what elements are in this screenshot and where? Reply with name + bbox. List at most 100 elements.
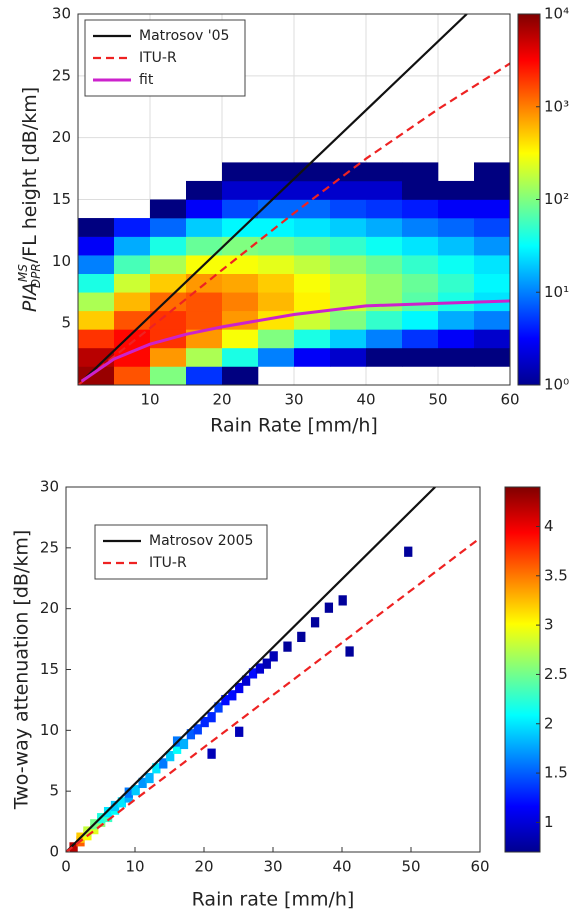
heat-cell bbox=[150, 366, 187, 385]
y-label-base: PIA bbox=[19, 282, 41, 312]
heat-cell bbox=[366, 273, 403, 293]
heat-cell bbox=[222, 366, 259, 385]
heat-cell bbox=[235, 726, 244, 737]
heat-cell bbox=[330, 180, 367, 200]
x-tick-label: 40 bbox=[332, 858, 351, 876]
colorbar-tick-label: 10³ bbox=[544, 97, 569, 115]
heat-cell bbox=[474, 162, 510, 182]
heat-cell bbox=[438, 199, 475, 219]
series-line bbox=[78, 62, 510, 385]
heat-cell bbox=[258, 329, 295, 349]
heat-cell bbox=[330, 236, 367, 256]
legend-label: ITU-R bbox=[149, 555, 187, 571]
heat-cell bbox=[283, 641, 292, 652]
heat-cell bbox=[258, 273, 295, 293]
heat-cell bbox=[294, 292, 331, 312]
heat-cell bbox=[330, 329, 367, 349]
heat-cell bbox=[258, 255, 295, 274]
x-tick-label: 30 bbox=[284, 391, 303, 409]
heat-cell bbox=[103, 806, 113, 818]
heat-cell bbox=[114, 292, 151, 312]
y-tick-label: 0 bbox=[49, 843, 59, 861]
y-tick-label: 30 bbox=[40, 478, 59, 496]
colorbar-tick-label: 2.5 bbox=[544, 665, 568, 683]
heat-cell bbox=[474, 180, 510, 200]
heat-cell bbox=[117, 797, 127, 808]
heat-cell bbox=[255, 663, 265, 674]
legend-label: Matrosov '05 bbox=[139, 28, 229, 44]
heat-cell bbox=[402, 347, 439, 367]
heat-cell bbox=[366, 180, 403, 200]
heat-cell bbox=[366, 329, 403, 349]
heat-cell bbox=[222, 329, 259, 349]
y-tick-label: 20 bbox=[52, 128, 71, 146]
heat-cell bbox=[228, 690, 237, 701]
heat-cell bbox=[186, 292, 223, 312]
heat-cell bbox=[214, 702, 223, 713]
heat-cell bbox=[474, 347, 510, 367]
heat-cell bbox=[235, 682, 244, 694]
heat-cell bbox=[152, 763, 161, 774]
x-tick-label: 0 bbox=[61, 858, 71, 876]
heat-cell bbox=[221, 695, 230, 706]
heat-cell bbox=[310, 617, 320, 628]
y-tick-label: 15 bbox=[52, 190, 71, 208]
heat-cell bbox=[294, 180, 331, 200]
heat-cell bbox=[402, 292, 439, 312]
legend-label: ITU-R bbox=[139, 50, 177, 66]
heat-cell bbox=[159, 758, 168, 769]
heat-cell bbox=[222, 273, 259, 293]
heat-cell bbox=[330, 310, 367, 330]
colorbar-tick-label: 4 bbox=[544, 517, 554, 535]
y-tick-label: 15 bbox=[40, 660, 59, 678]
heat-cell bbox=[114, 347, 151, 367]
x-tick-label: 30 bbox=[263, 858, 282, 876]
axes-frame bbox=[65, 486, 481, 853]
heat-cell bbox=[366, 310, 403, 330]
heat-cell bbox=[207, 748, 216, 759]
colorbar-tick-label: 10⁴ bbox=[544, 5, 569, 23]
heat-cell bbox=[402, 218, 439, 237]
heat-cell bbox=[438, 347, 475, 367]
series-line bbox=[80, 299, 510, 383]
x-axis-label: Rain Rate [mm/h] bbox=[210, 415, 378, 437]
x-tick-label: 50 bbox=[401, 858, 420, 876]
legend-box bbox=[94, 524, 268, 580]
heat-cell bbox=[294, 347, 331, 367]
heat-cell bbox=[222, 236, 259, 256]
heat-cell bbox=[131, 785, 140, 796]
colorbar-tick-label: 1 bbox=[544, 813, 554, 831]
heat-cell bbox=[402, 180, 439, 200]
heat-cell bbox=[186, 199, 223, 219]
heat-cell bbox=[179, 738, 189, 750]
heat-cell bbox=[402, 236, 439, 256]
heat-cell bbox=[330, 255, 367, 274]
heat-cell bbox=[438, 236, 475, 256]
series-line bbox=[66, 487, 436, 852]
heat-cell bbox=[438, 255, 475, 274]
heat-cell bbox=[114, 273, 151, 293]
heat-cell bbox=[324, 602, 334, 613]
x-tick-label: 10 bbox=[140, 391, 159, 409]
heat-cell bbox=[114, 218, 151, 237]
heat-cell bbox=[150, 273, 187, 293]
heat-cell bbox=[330, 199, 367, 219]
heat-cell bbox=[207, 712, 216, 723]
heat-cell bbox=[150, 236, 187, 256]
heat-cell bbox=[402, 255, 439, 274]
heat-cell bbox=[330, 347, 367, 367]
heat-cell bbox=[78, 218, 115, 237]
heat-cell bbox=[150, 292, 187, 312]
x-tick-label: 50 bbox=[428, 391, 447, 409]
heat-cell bbox=[186, 366, 223, 385]
heat-cell bbox=[366, 292, 403, 312]
heat-cell bbox=[474, 273, 510, 293]
heat-cell bbox=[110, 800, 120, 812]
heat-cell bbox=[124, 787, 133, 798]
heat-cell bbox=[258, 236, 295, 256]
heat-cell bbox=[186, 310, 223, 330]
heat-cell bbox=[222, 180, 259, 200]
colorbar-tick-label: 3 bbox=[544, 616, 554, 634]
heat-cell bbox=[78, 292, 115, 312]
heat-cell bbox=[330, 218, 367, 237]
